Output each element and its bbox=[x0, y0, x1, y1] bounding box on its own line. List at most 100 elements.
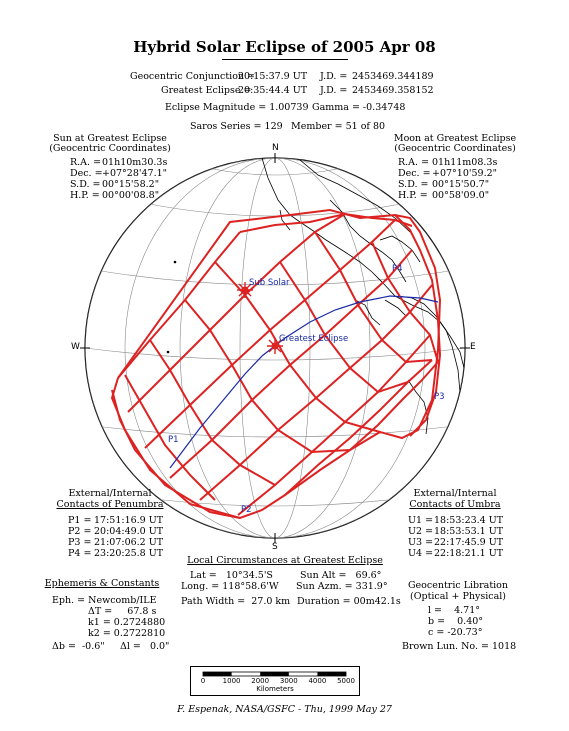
delta-l: Δl = 0.0" bbox=[120, 641, 170, 652]
local-circumstances-title: Local Circumstances at Greatest Eclipse bbox=[187, 555, 383, 566]
umbra-row-value: 18:53:23.4 UT bbox=[434, 515, 504, 526]
sub-solar-label: Sub Solar bbox=[249, 278, 290, 288]
penumbra-row-label: P2 = bbox=[68, 526, 92, 537]
greatest-eclipse-marker bbox=[267, 338, 283, 354]
scale-tick-label: 1000 bbox=[222, 677, 241, 685]
ephemeris-source: Eph. = Newcomb/ILE bbox=[52, 595, 157, 606]
path-longitude-line bbox=[239, 212, 413, 233]
umbra-subtitle: Contacts of Umbra bbox=[409, 499, 501, 510]
libration-title: Geocentric Libration bbox=[407, 580, 509, 591]
moon-row-label: Dec. = bbox=[398, 168, 431, 179]
libration-c: c = -20.73° bbox=[428, 627, 483, 638]
sun-row-value: +07°28'47.1" bbox=[102, 168, 168, 179]
umbra-row-value: 22:18:21.1 UT bbox=[434, 548, 504, 559]
moon-row-label: R.A. = bbox=[398, 157, 430, 168]
moon-row-label: H.P. = bbox=[398, 190, 428, 201]
libration-b: b = 0.40° bbox=[428, 616, 484, 627]
path-longitude-line bbox=[149, 339, 276, 486]
conjunction-jd: 2453469.344189 bbox=[352, 71, 434, 82]
path-time-line bbox=[284, 359, 433, 496]
moon-subtitle: (Geocentric Coordinates) bbox=[394, 143, 516, 154]
sun-row-label: H.P. = bbox=[70, 190, 100, 201]
penumbra-title: External/Internal bbox=[68, 488, 152, 499]
k2: k2 = 0.2722810 bbox=[88, 628, 166, 639]
sun-title: Sun at Greatest Eclipse bbox=[53, 133, 167, 144]
delta-t: ΔT = 67.8 s bbox=[88, 606, 157, 617]
path-longitude-line bbox=[184, 299, 351, 454]
path-longitude-line bbox=[314, 231, 433, 364]
umbra-row-label: U2 = bbox=[408, 526, 434, 537]
credit-line: F. Espenak, NASA/GSFC - Thu, 1999 May 27 bbox=[177, 704, 392, 715]
penumbra-row-label: P3 = bbox=[68, 537, 92, 548]
local-sun-alt: Sun Alt = 69.6° bbox=[300, 570, 382, 581]
path-longitude-line bbox=[371, 241, 439, 363]
sun-row-label: Dec. = bbox=[70, 168, 103, 179]
greatest-eclipse-map-label: Greatest Eclipse bbox=[279, 334, 349, 344]
title-underline bbox=[222, 59, 348, 60]
eclipse-path-grid bbox=[110, 208, 442, 520]
p2-label: P2 bbox=[241, 505, 252, 515]
compass-east: E bbox=[470, 342, 476, 352]
compass-south: S bbox=[272, 542, 278, 552]
scale-bar-box: 0 1000 2000 3000 4000 5000 Kilometers bbox=[190, 666, 360, 696]
umbra-row-label: U3 = bbox=[408, 537, 434, 548]
sun-row-value: 00°00'08.8" bbox=[102, 190, 160, 201]
umbra-title: External/Internal bbox=[413, 488, 497, 499]
moon-row-value: 00°15'50.7" bbox=[432, 179, 490, 190]
conjunction-jd-label: J.D. = bbox=[320, 71, 348, 82]
local-path-width: Path Width = 27.0 km bbox=[181, 596, 291, 607]
compass-west: W bbox=[71, 342, 80, 352]
moon-title: Moon at Greatest Eclipse bbox=[393, 133, 517, 144]
sun-row-value: 01h10m30.3s bbox=[102, 157, 168, 168]
umbra-row-value: 18:53:53.1 UT bbox=[434, 526, 504, 537]
moon-row-value: +07°10'59.2" bbox=[432, 168, 498, 179]
scale-tick-label: 3000 bbox=[279, 677, 298, 685]
path-longitude-line bbox=[124, 374, 216, 501]
conjunction-label: Geocentric Conjunction = bbox=[130, 71, 256, 82]
scale-bar-graphic bbox=[202, 671, 347, 677]
penumbra-row-label: P1 = bbox=[68, 515, 92, 526]
compass-north: N bbox=[272, 143, 279, 153]
brown-lunation: Brown Lun. No. = 1018 bbox=[402, 641, 517, 652]
path-time-line bbox=[199, 284, 433, 501]
penumbra-subtitle: Contacts of Penumbra bbox=[56, 499, 164, 510]
penumbra-row-value: 20:04:49.0 UT bbox=[94, 526, 164, 537]
path-east-limit bbox=[394, 214, 442, 437]
k1: k1 = 0.2724880 bbox=[88, 617, 166, 628]
path-longitude-line bbox=[279, 261, 409, 394]
sun-subtitle: (Geocentric Coordinates) bbox=[49, 143, 171, 154]
path-time-line bbox=[144, 219, 396, 449]
scale-tick-label: 5000 bbox=[337, 677, 355, 685]
sun-row-value: 00°15'58.2" bbox=[102, 179, 160, 190]
saros-member: Member = 51 of 80 bbox=[291, 121, 386, 132]
path-time-line bbox=[349, 361, 439, 451]
path-longitude-line bbox=[111, 389, 241, 519]
umbra-row-value: 22:17:45.9 UT bbox=[434, 537, 504, 548]
local-lat: Lat = 10°34.5'S bbox=[190, 570, 273, 581]
greatest-eclipse-jd: 2453469.358152 bbox=[352, 85, 434, 96]
penumbra-row-value: 17:51:16.9 UT bbox=[94, 515, 164, 526]
umbra-row-label: U4 = bbox=[408, 548, 434, 559]
path-time-line bbox=[169, 249, 413, 479]
greatest-eclipse-time: 20:35:44.4 UT bbox=[238, 85, 308, 96]
conjunction-time: 20:15:37.9 UT bbox=[238, 71, 308, 82]
moon-row-value: 01h11m08.3s bbox=[432, 157, 498, 168]
penumbral-envelope bbox=[110, 208, 442, 520]
sun-row-label: S.D. = bbox=[70, 179, 101, 190]
scale-tick-label: 4000 bbox=[308, 677, 327, 685]
page-title: Hybrid Solar Eclipse of 2005 Apr 08 bbox=[133, 38, 436, 56]
compass-ticks bbox=[80, 153, 470, 543]
greatest-eclipse-jd-label: J.D. = bbox=[320, 85, 348, 96]
penumbra-row-value: 21:07:06.2 UT bbox=[94, 537, 164, 548]
local-long: Long. = 118°58.6'W bbox=[181, 581, 279, 592]
greatest-eclipse-label: Greatest Eclipse = bbox=[161, 85, 252, 96]
sun-row-label: R.A. = bbox=[70, 157, 102, 168]
libration-subtitle: (Optical + Physical) bbox=[410, 591, 506, 602]
moon-row-value: 00°58'09.0" bbox=[432, 190, 490, 201]
umbra-row-label: U1 = bbox=[408, 515, 434, 526]
p3-label: P3 bbox=[434, 392, 445, 402]
sub-solar-marker bbox=[237, 282, 253, 298]
moon-row-label: S.D. = bbox=[398, 179, 429, 190]
penumbra-row-label: P4 = bbox=[68, 548, 92, 559]
